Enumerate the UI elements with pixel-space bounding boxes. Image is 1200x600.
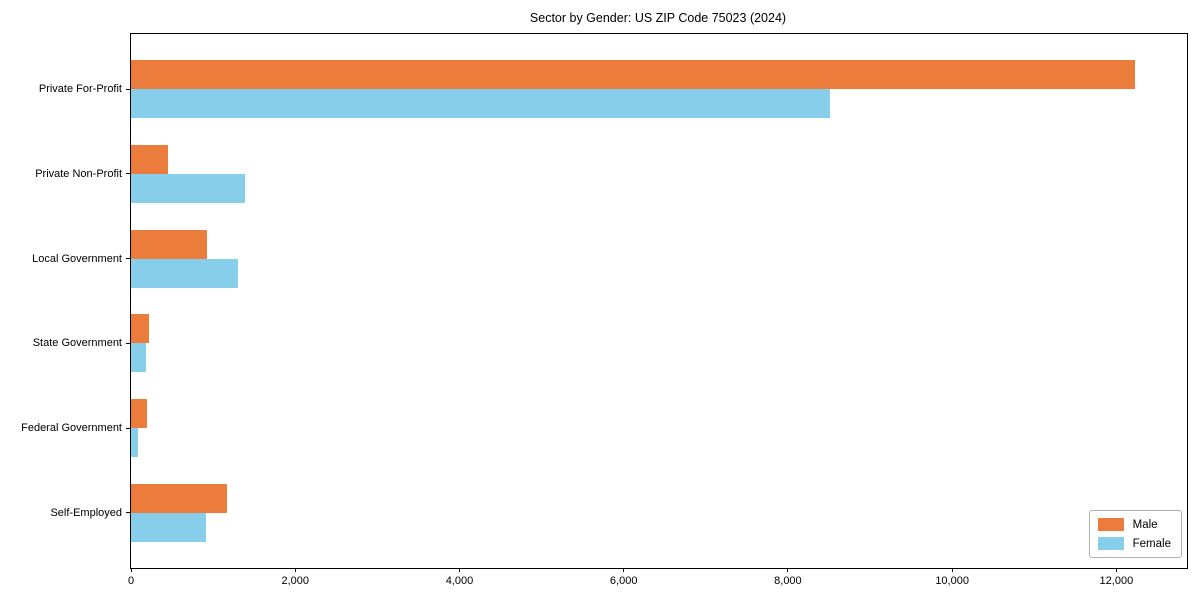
x-tick-label: 8,000 — [774, 575, 802, 587]
x-tick-label: 4,000 — [445, 575, 474, 587]
x-tick-label: 2,000 — [281, 575, 309, 587]
y-tick-mark — [126, 512, 131, 514]
x-tick-mark — [951, 568, 953, 572]
x-tick-mark — [623, 568, 625, 572]
legend-label-female: Female — [1132, 537, 1171, 550]
y-tick-mark — [126, 427, 131, 429]
y-tick-label: Local Government — [32, 252, 122, 265]
y-tick-mark — [126, 88, 131, 90]
y-tick-label: Federal Government — [21, 422, 122, 435]
y-tick-label: State Government — [32, 337, 122, 350]
y-tick-mark — [126, 258, 131, 260]
bar-male-0 — [131, 60, 1136, 90]
bar-male-2 — [131, 229, 207, 259]
x-tick-mark — [130, 568, 132, 572]
x-tick-mark — [787, 568, 789, 572]
x-tick-label: 10,000 — [935, 575, 969, 587]
bar-male-3 — [131, 314, 150, 344]
x-tick-mark — [458, 568, 460, 572]
legend-item-female: Female — [1097, 537, 1171, 550]
x-tick-label: 12,000 — [1099, 575, 1134, 587]
bar-female-5 — [131, 512, 206, 542]
plot-area: Male Female 0 2,000 4,000 6,000 8,000 10,000 1… — [21, 33, 1188, 587]
bar-male-4 — [131, 399, 147, 429]
bar-male-1 — [131, 144, 168, 174]
bar-female-0 — [131, 89, 830, 119]
legend-label-male: Male — [1132, 518, 1158, 531]
y-tick-label: Private For-Profit — [38, 83, 122, 96]
legend-swatch-female — [1097, 537, 1124, 550]
chart-title: Sector by Gender: US ZIP Code 75023 (202… — [529, 11, 787, 25]
legend-swatch-male — [1097, 518, 1124, 531]
y-tick-label: Self-Employed — [50, 506, 122, 519]
y-tick-label: Private Non-Profit — [35, 167, 122, 180]
bar-female-4 — [131, 428, 138, 458]
y-tick-mark — [126, 173, 131, 175]
x-tick-label: 0 — [127, 575, 135, 587]
x-tick-mark — [1115, 568, 1117, 572]
bar-female-1 — [131, 173, 246, 203]
x-tick-mark — [294, 568, 296, 572]
x-tick-label: 6,000 — [609, 575, 638, 587]
bar-female-3 — [131, 343, 147, 373]
legend: Male Female — [1088, 510, 1182, 558]
legend-item-male: Male — [1097, 518, 1171, 531]
y-tick-mark — [126, 342, 131, 344]
bar-female-2 — [131, 258, 238, 288]
bar-male-5 — [131, 483, 228, 513]
